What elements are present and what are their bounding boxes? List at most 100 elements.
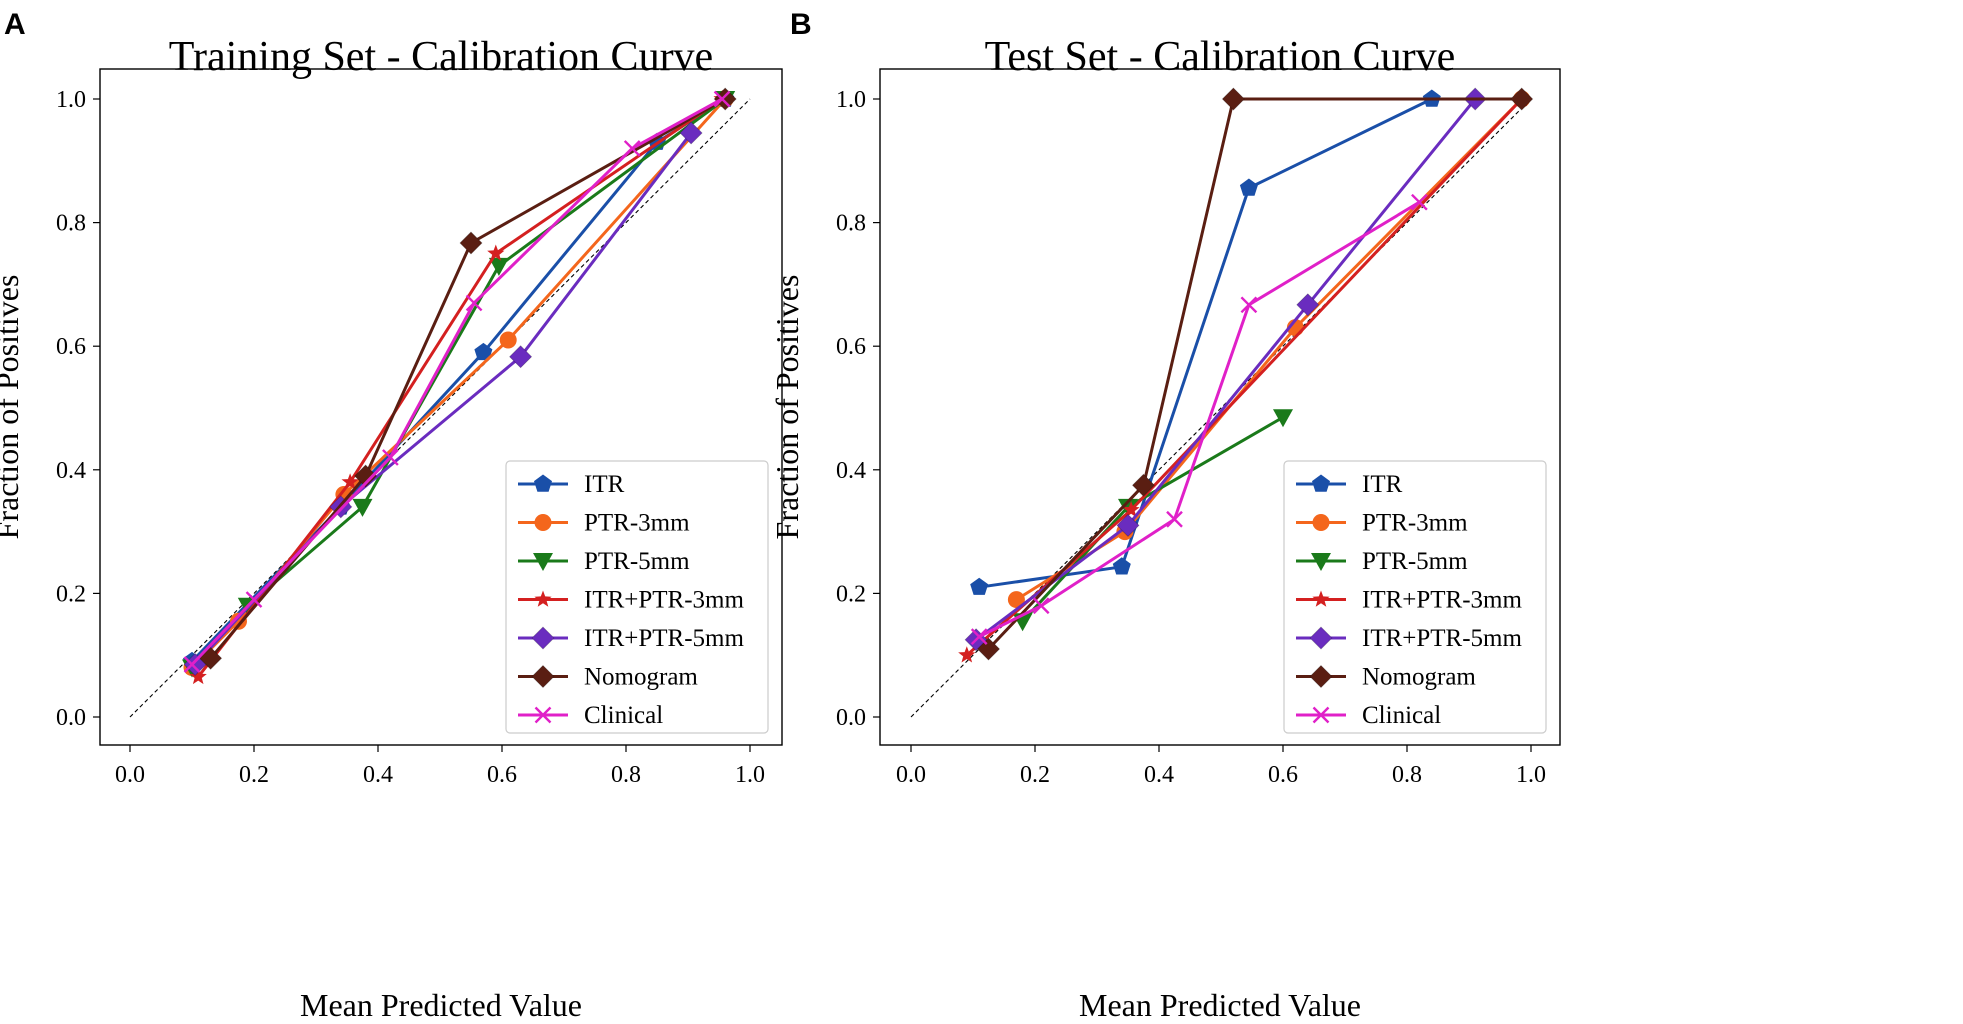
data-point-clinical (1240, 296, 1258, 314)
legend-marker-itr (1312, 474, 1330, 492)
data-point-clinical (623, 140, 641, 157)
data-point-clinical (245, 591, 263, 608)
x-tick-label: 0.2 (239, 762, 269, 788)
panel-title: Training Set - Calibration Curve (169, 34, 713, 80)
series-line-nomogram (209, 97, 726, 660)
y-tick-label: 1.0 (56, 87, 86, 113)
data-point-itr (474, 342, 493, 361)
legend-label-itr: ITR (584, 471, 625, 498)
legend-label-ptr-5mm: PTR-5mm (584, 548, 690, 575)
y-tick-label: 0.2 (836, 581, 866, 607)
legend-label-itr-ptr-5mm: ITR+PTR-5mm (584, 625, 744, 652)
data-point-itr (1239, 178, 1258, 196)
legend-marker-ptr-3mm (534, 514, 552, 531)
y-tick-label: 0.4 (56, 458, 86, 484)
legend-box (505, 460, 769, 734)
x-tick-label: 0.8 (1392, 762, 1422, 788)
y-tick-label: 0.6 (56, 334, 86, 360)
data-point-itr-ptr-3mm (958, 646, 976, 663)
y-tick-label: 0.2 (56, 581, 86, 607)
legend-label-ptr-5mm: PTR-5mm (1362, 548, 1468, 575)
legend-marker-clinical (1312, 706, 1330, 724)
legend-marker-itr (534, 474, 552, 492)
data-point-clinical (970, 628, 988, 646)
x-tick-label: 0.2 (1020, 762, 1050, 788)
x-tick-label: 1.0 (735, 762, 765, 788)
perfect-calibration-line (910, 98, 1532, 718)
data-point-itr (1112, 557, 1131, 575)
panel-letter: B (790, 8, 812, 41)
data-point-itr-ptr-5mm (1116, 513, 1140, 537)
series-clinical (970, 193, 1428, 646)
panel-title: Test Set - Calibration Curve (985, 34, 1456, 80)
data-point-clinical (183, 656, 201, 673)
x-tick-label: 0.4 (363, 762, 393, 788)
data-point-itr (970, 577, 989, 595)
data-point-clinical (1166, 510, 1183, 528)
data-point-itr-ptr-5mm (679, 121, 703, 145)
series-nomogram (976, 87, 1534, 661)
legend-marker-itr-ptr-5mm (531, 626, 555, 650)
legend-marker-nomogram (531, 664, 555, 689)
data-point-nomogram (354, 464, 378, 488)
x-tick-label: 0.0 (896, 762, 926, 788)
legend-marker-ptr-5mm (1311, 553, 1331, 571)
x-tick-label: 0.8 (611, 762, 641, 788)
legend-label-itr-ptr-3mm: ITR+PTR-3mm (584, 587, 744, 614)
data-point-clinical (382, 449, 399, 466)
x-axis-label: Mean Predicted Value (1079, 987, 1361, 1023)
legend-label-ptr-3mm: PTR-3mm (1362, 510, 1468, 537)
legend-label-itr-ptr-3mm: ITR+PTR-3mm (1362, 587, 1522, 614)
data-point-ptr-5mm (352, 498, 373, 517)
y-axis-label: Fraction of Positives (0, 275, 25, 540)
legend-marker-clinical (534, 706, 552, 724)
data-point-nomogram (1510, 87, 1534, 111)
legend-label-nomogram: Nomogram (1362, 664, 1476, 691)
data-point-itr-ptr-5mm (1296, 293, 1320, 317)
legend-label-itr-ptr-5mm: ITR+PTR-5mm (1362, 625, 1522, 652)
x-tick-label: 0.6 (487, 762, 517, 788)
y-axis-label: Fraction of Positives (769, 275, 805, 540)
data-point-ptr-3mm (1007, 591, 1025, 609)
legend-label-nomogram: Nomogram (584, 664, 698, 691)
x-tick-label: 0.6 (1268, 762, 1298, 788)
series-line-ptr-3mm (1015, 97, 1523, 601)
legend-marker-ptr-5mm (533, 553, 553, 571)
perfect-calibration-line (129, 98, 751, 718)
x-axis-label: Mean Predicted Value (300, 987, 582, 1023)
data-point-itr-ptr-3mm (1122, 501, 1140, 518)
legend-label-ptr-3mm: PTR-3mm (584, 510, 690, 537)
data-point-nomogram (1221, 87, 1245, 111)
series-nomogram (199, 87, 737, 670)
data-point-clinical (1032, 597, 1050, 615)
data-point-clinical (1411, 193, 1428, 211)
data-point-nomogram (976, 637, 1001, 661)
data-point-itr-ptr-5mm (509, 345, 533, 369)
y-tick-label: 0.0 (836, 705, 866, 731)
series-ptr-5mm (1012, 409, 1293, 632)
series-clinical (183, 90, 731, 673)
legend-marker-itr-ptr-5mm (1309, 626, 1333, 650)
plot-frame (99, 68, 783, 746)
y-tick-label: 1.0 (836, 87, 866, 113)
y-tick-label: 0.8 (836, 211, 866, 237)
data-point-ptr-3mm (230, 612, 247, 630)
y-tick-label: 0.8 (56, 211, 86, 237)
legend-marker-ptr-3mm (1312, 514, 1330, 531)
panel-b: B Test Set - Calibration Curve 0.0 0.2 0.4 0.… (769, 8, 1561, 1023)
legend-box (1283, 460, 1547, 734)
series-line-nomogram (987, 97, 1522, 651)
legend-marker-itr-ptr-3mm (1312, 590, 1330, 607)
y-tick-label: 0.6 (836, 334, 866, 360)
x-tick-label: 0.4 (1144, 762, 1174, 788)
legend-marker-itr-ptr-3mm (534, 590, 552, 607)
data-point-itr-ptr-3mm (341, 473, 359, 490)
series-line-clinical (190, 97, 723, 666)
data-point-itr-ptr-3mm (487, 244, 505, 261)
x-tick-label: 0.0 (115, 762, 145, 788)
legend: ITR PTR-3mm PTR-5mm ITR+PTR-3mm ITR+PTR-5mm N… (1283, 460, 1547, 734)
panel-letter: A (4, 8, 26, 41)
x-tick-label: 1.0 (1516, 762, 1546, 788)
data-point-ptr-5mm (488, 257, 509, 276)
